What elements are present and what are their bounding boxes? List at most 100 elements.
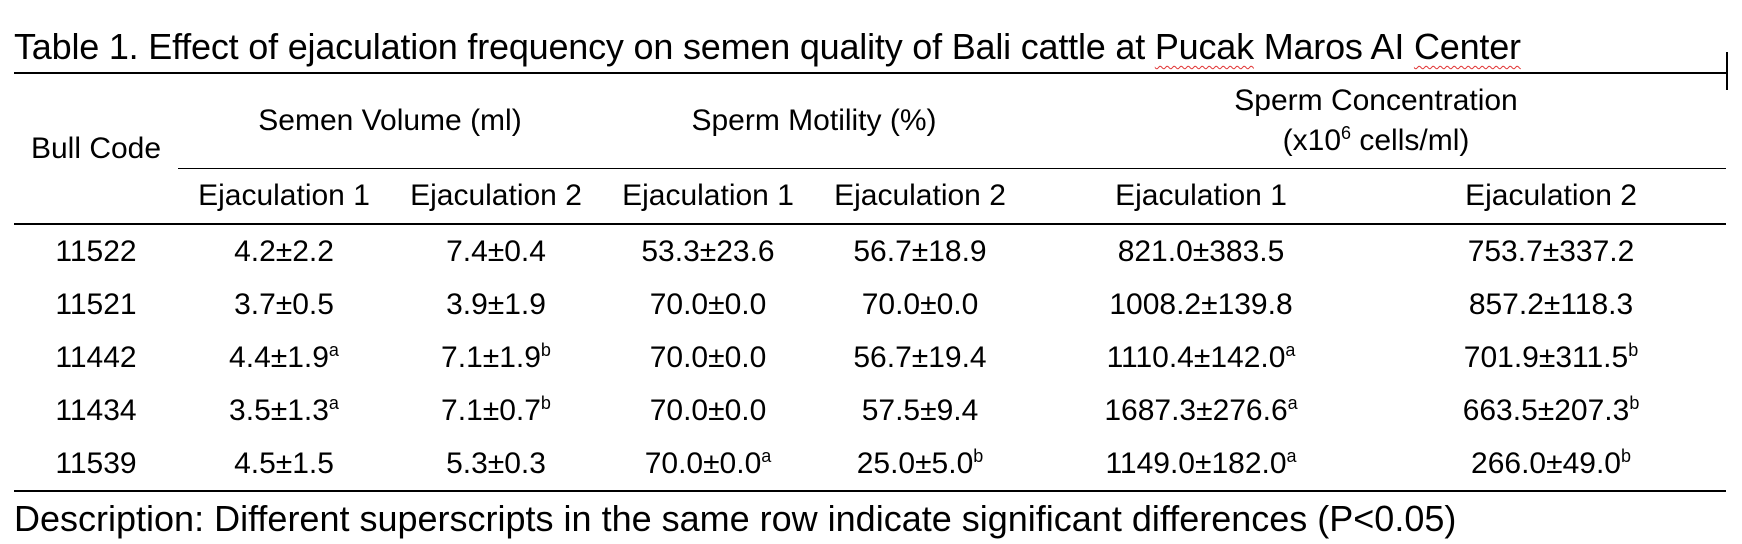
value-cell: 663.5±207.3b bbox=[1376, 384, 1726, 437]
header-row-groups: Bull Code Semen Volume (ml) Sperm Motili… bbox=[14, 72, 1727, 225]
group-header-sperm-concentration: Sperm Concentration (x106 cells/ml) bbox=[1026, 72, 1727, 169]
significance-superscript: a bbox=[1286, 445, 1297, 466]
value-cell: 57.5±9.4 bbox=[814, 384, 1026, 437]
value-text: 821.0±383.5 bbox=[1117, 234, 1285, 268]
bull-code-cell: 11539 bbox=[14, 437, 178, 492]
value-cell: 70.0±0.0a bbox=[602, 437, 814, 492]
value-text: 56.7±18.9 bbox=[853, 234, 987, 268]
value-cell: 5.3±0.3 bbox=[390, 437, 602, 492]
caption-word-pucak: Pucak bbox=[1154, 26, 1254, 67]
value-cell: 1149.0±182.0a bbox=[1026, 437, 1376, 492]
significance-superscript: b bbox=[1629, 392, 1640, 413]
table-row: 11539 4.5±1.5 5.3±0.3 70.0±0.0a 25.0±5.0b 114… bbox=[14, 437, 1727, 492]
value-text: 663.5±207.3 bbox=[1462, 393, 1630, 427]
value-cell: 4.2±2.2 bbox=[178, 224, 390, 278]
value-text: 266.0±49.0 bbox=[1471, 446, 1621, 480]
value-cell: 3.7±0.5 bbox=[178, 278, 390, 331]
caption-text: Table 1. Effect of ejaculation frequency… bbox=[14, 26, 1155, 67]
value-text: 53.3±23.6 bbox=[641, 234, 775, 268]
subheader-cell: Ejaculation 1 bbox=[602, 168, 814, 225]
group-header-line2: (x106 cells/ml) bbox=[1026, 121, 1726, 161]
value-text: 70.0±0.0 bbox=[644, 446, 762, 480]
significance-superscript: b bbox=[540, 339, 551, 360]
bull-code-cell: 11434 bbox=[55, 393, 137, 427]
bull-code-cell: 11521 bbox=[55, 287, 137, 321]
column-header-bull-code: Bull Code bbox=[14, 72, 178, 225]
caption-word-center: Center bbox=[1413, 26, 1521, 67]
value-cell: 3.9±1.9 bbox=[390, 278, 602, 331]
caption-word-maros: Maros AI bbox=[1253, 26, 1414, 67]
data-table: Bull Code Semen Volume (ml) Sperm Motili… bbox=[14, 72, 1727, 492]
value-cell: 3.5±1.3a bbox=[178, 384, 390, 437]
value-text: 3.5±1.3 bbox=[229, 393, 329, 427]
value-text: 70.0±0.0 bbox=[649, 287, 767, 321]
unit-exponent: 6 bbox=[1341, 123, 1352, 143]
table-row: 11434 3.5±1.3a 7.1±0.7b 70.0±0.0 57.5±9.4 168… bbox=[14, 384, 1726, 437]
table-row: 11442 4.4±1.9a 7.1±1.9b 70.0±0.0 56.7±19.4 11… bbox=[14, 331, 1726, 384]
value-cell: 701.9±311.5b bbox=[1376, 331, 1726, 384]
group-header-line1: Sperm Concentration bbox=[1234, 84, 1518, 117]
bull-code-cell: 11442 bbox=[55, 340, 137, 374]
significance-superscript: a bbox=[328, 339, 339, 360]
value-cell: 7.1±0.7b bbox=[390, 384, 602, 437]
value-cell: 821.0±383.5 bbox=[1026, 224, 1376, 278]
bull-code-cell: 11522 bbox=[55, 234, 137, 268]
value-cell: 7.1±1.9b bbox=[390, 331, 602, 384]
value-cell: 857.2±118.3 bbox=[1376, 278, 1726, 331]
table-row: 11521 3.7±0.5 3.9±1.9 70.0±0.0 70.0±0.0 1008.… bbox=[14, 278, 1726, 331]
value-cell: 4.4±1.9a bbox=[178, 331, 390, 384]
group-header-sperm-motility: Sperm Motility (%) bbox=[602, 72, 1026, 169]
value-cell: 753.7±337.2 bbox=[1376, 224, 1726, 278]
value-text: 753.7±337.2 bbox=[1467, 234, 1635, 268]
value-cell: 70.0±0.0 bbox=[602, 278, 814, 331]
value-cell: 1687.3±276.6a bbox=[1026, 384, 1376, 437]
table-caption: Table 1. Effect of ejaculation frequency… bbox=[14, 22, 1521, 72]
value-cell: 7.4±0.4 bbox=[390, 224, 602, 278]
value-cell: 70.0±0.0 bbox=[602, 331, 814, 384]
unit-prefix: (x10 bbox=[1282, 124, 1341, 157]
value-text: 57.5±9.4 bbox=[861, 393, 979, 427]
value-text: 70.0±0.0 bbox=[649, 340, 767, 374]
value-cell: 53.3±23.6 bbox=[602, 224, 814, 278]
value-cell: 70.0±0.0 bbox=[602, 384, 814, 437]
value-cell: 56.7±19.4 bbox=[814, 331, 1026, 384]
table-body: 11522 4.2±2.2 7.4±0.4 53.3±23.6 56.7±18.9 821… bbox=[14, 224, 1727, 492]
significance-superscript: a bbox=[328, 392, 339, 413]
significance-superscript: a bbox=[761, 445, 772, 466]
value-text: 1687.3±276.6 bbox=[1104, 393, 1288, 427]
value-text: 70.0±0.0 bbox=[861, 287, 979, 321]
value-text: 701.9±311.5 bbox=[1463, 340, 1629, 374]
text-cursor bbox=[1726, 52, 1728, 90]
value-cell: 1008.2±139.8 bbox=[1026, 278, 1376, 331]
significance-superscript: a bbox=[1285, 339, 1296, 360]
value-text: 3.7±0.5 bbox=[234, 287, 334, 321]
table-row: 11522 4.2±2.2 7.4±0.4 53.3±23.6 56.7±18.9 821… bbox=[14, 224, 1726, 278]
value-text: 1149.0±182.0 bbox=[1105, 446, 1287, 480]
subheader-cell: Ejaculation 1 bbox=[1026, 168, 1376, 225]
value-text: 4.2±2.2 bbox=[234, 234, 334, 268]
subheader-cell: Ejaculation 1 bbox=[178, 168, 390, 225]
value-text: 25.0±5.0 bbox=[856, 446, 974, 480]
significance-superscript: b bbox=[540, 392, 551, 413]
value-text: 857.2±118.3 bbox=[1468, 287, 1634, 321]
significance-superscript: b bbox=[1628, 339, 1639, 360]
value-text: 4.5±1.5 bbox=[234, 446, 334, 480]
subheader-cell: Ejaculation 2 bbox=[814, 168, 1026, 225]
value-text: 7.1±1.9 bbox=[441, 340, 541, 374]
significance-superscript: b bbox=[1620, 445, 1631, 466]
value-text: 7.1±0.7 bbox=[441, 393, 541, 427]
header-row-ejaculations: Ejaculation 1 Ejaculation 2 Ejaculation … bbox=[14, 168, 1727, 225]
significance-superscript: b bbox=[973, 445, 984, 466]
value-cell: 266.0±49.0b bbox=[1376, 437, 1727, 492]
value-cell: 56.7±18.9 bbox=[814, 224, 1026, 278]
value-cell: 4.5±1.5 bbox=[178, 437, 390, 492]
value-text: 1110.4±142.0 bbox=[1106, 340, 1286, 374]
value-text: 70.0±0.0 bbox=[649, 393, 767, 427]
value-text: 7.4±0.4 bbox=[446, 234, 546, 268]
value-text: 1008.2±139.8 bbox=[1109, 287, 1293, 321]
subheader-cell: Ejaculation 2 bbox=[390, 168, 602, 225]
value-text: 3.9±1.9 bbox=[446, 287, 546, 321]
group-header-semen-volume: Semen Volume (ml) bbox=[178, 72, 602, 169]
document-page: Table 1. Effect of ejaculation frequency… bbox=[14, 22, 1728, 544]
table-footnote: Description: Different superscripts in t… bbox=[14, 498, 1457, 539]
